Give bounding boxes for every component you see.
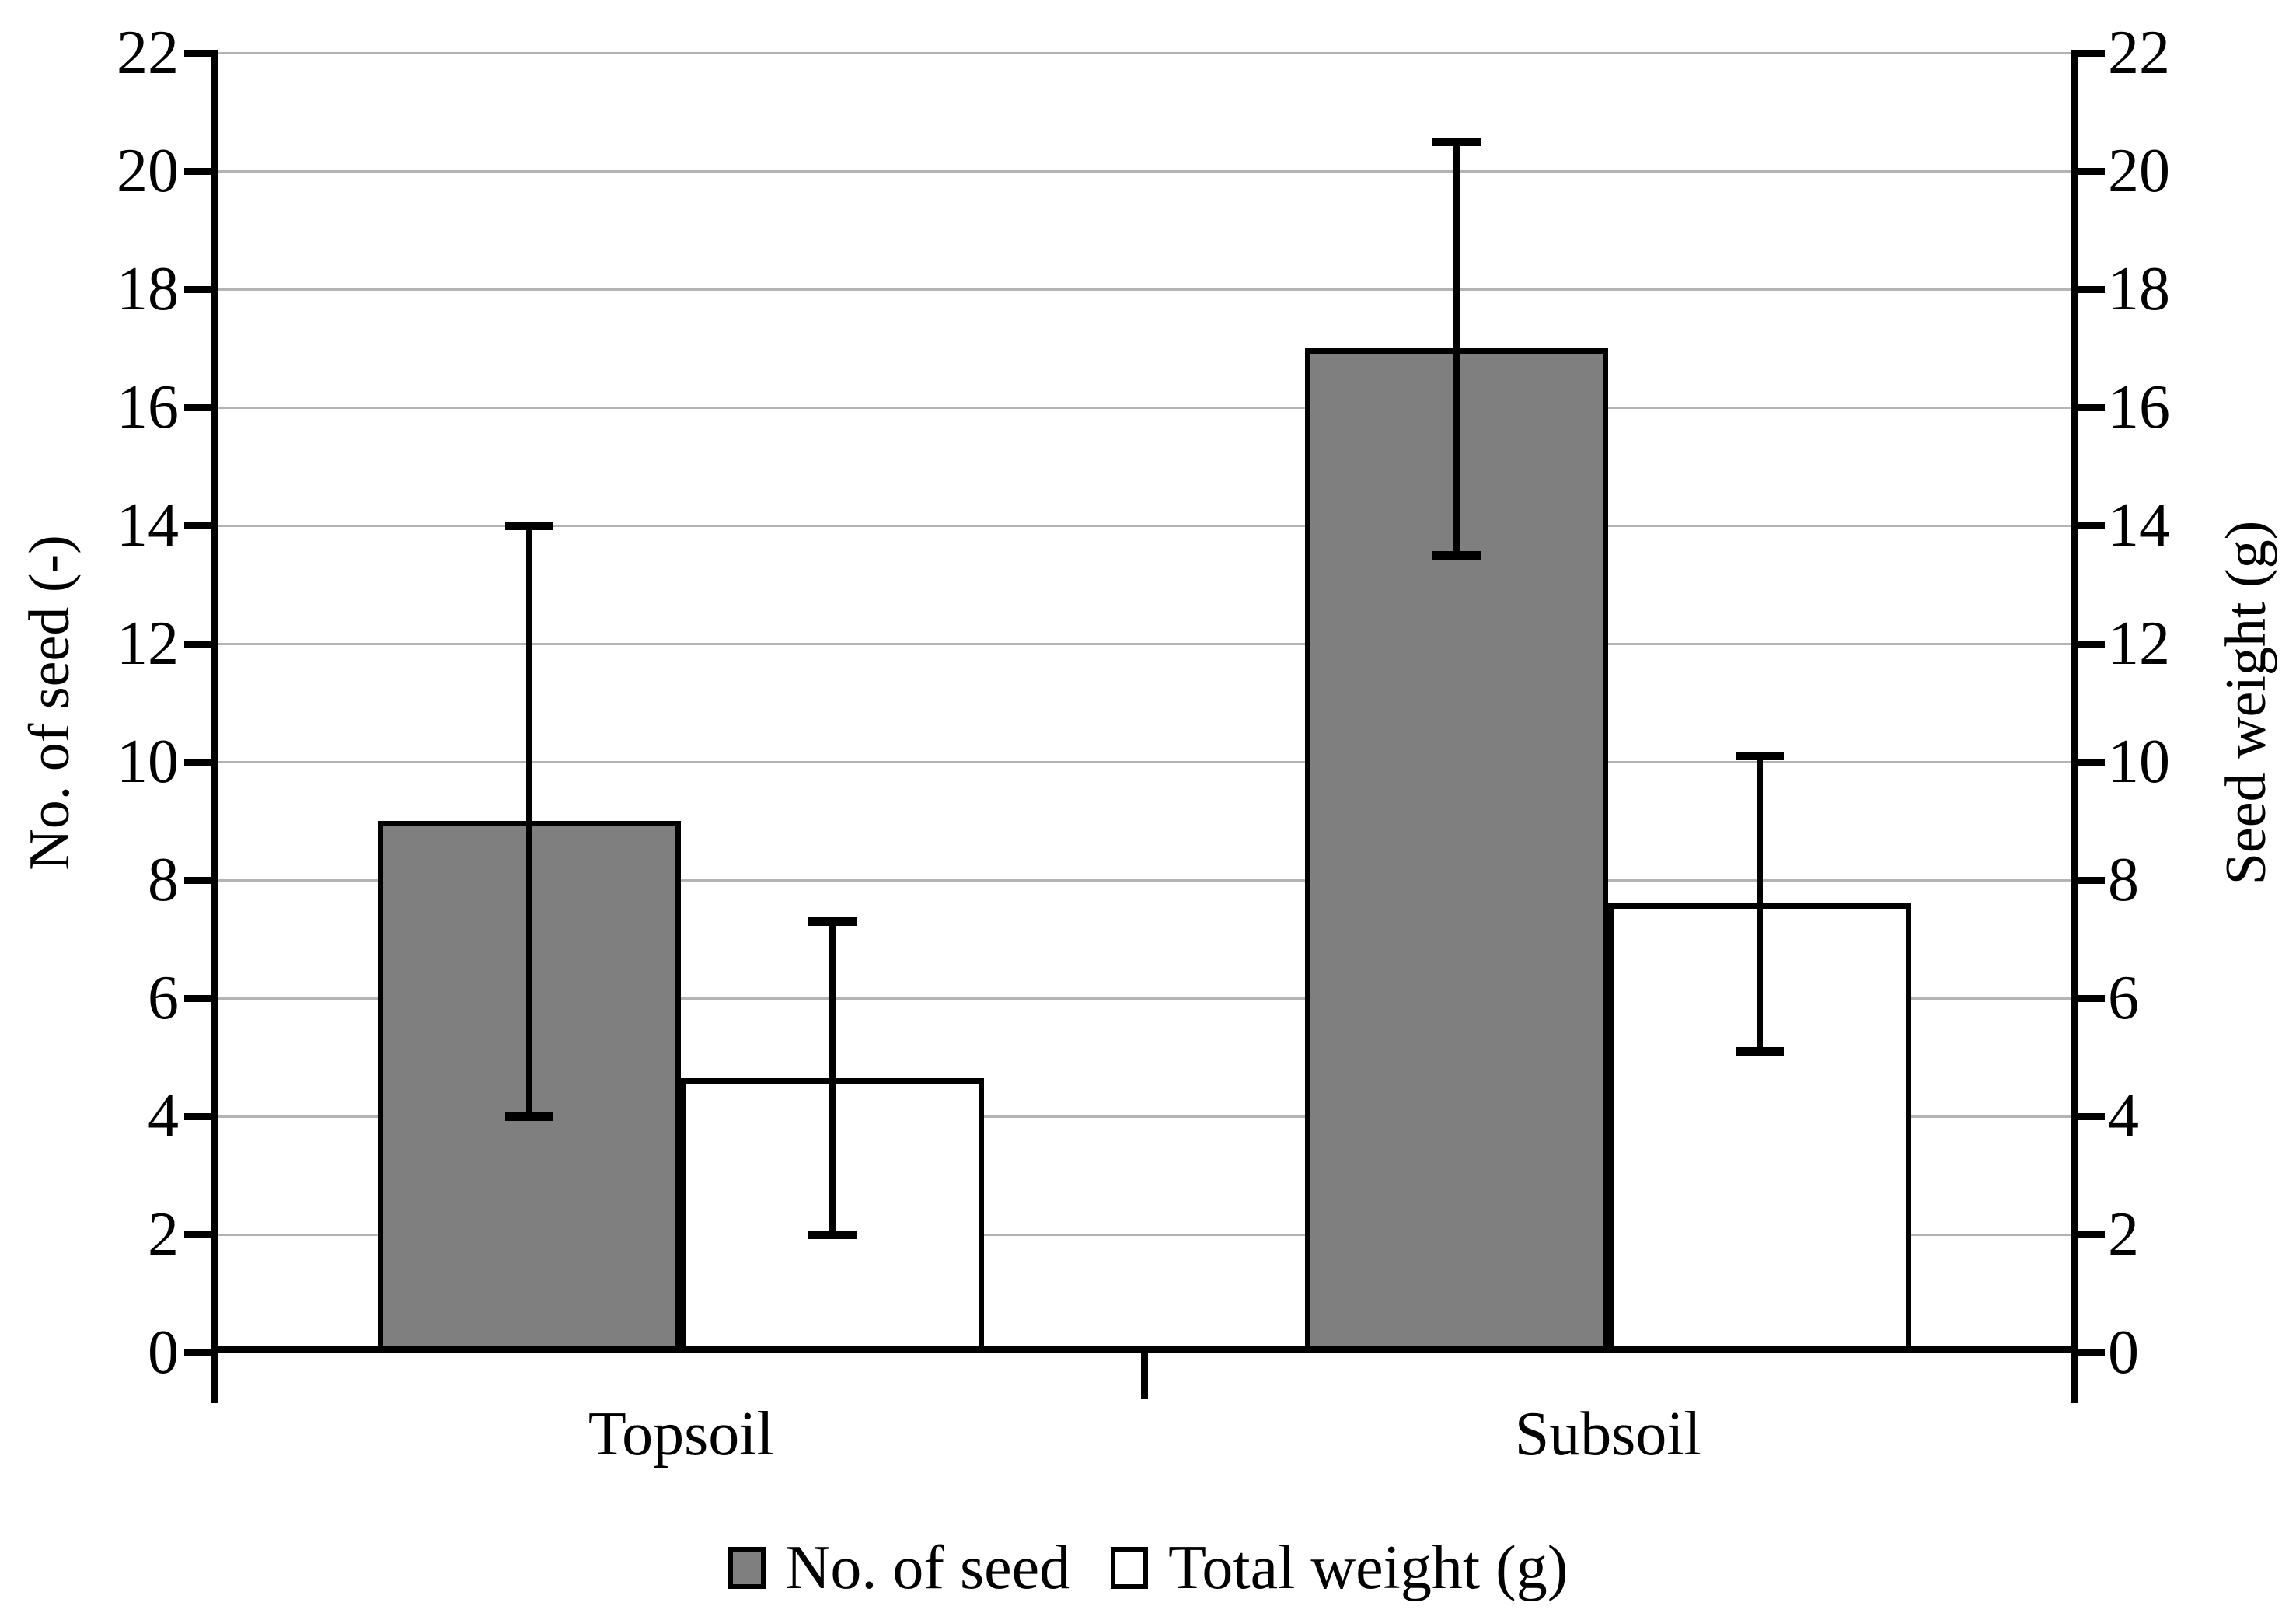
left-y-axis-title: No. of seed (-)	[18, 535, 82, 871]
left-y-tick-0	[184, 1349, 211, 1356]
left-y-tick-label-18: 18	[117, 255, 179, 323]
gridline-y-2	[218, 1233, 2071, 1236]
legend-item-no-of-seed: No. of seed	[728, 1533, 1071, 1603]
chart-legend: No. of seed Total weight (g)	[0, 1533, 2296, 1603]
right-y-tick-12	[2078, 640, 2105, 648]
error-bar-cap-top	[1432, 137, 1481, 146]
left-y-tick-label-10: 10	[117, 728, 179, 796]
right-y-tick-label-6: 6	[2108, 964, 2139, 1032]
left-y-tick-12	[184, 640, 211, 648]
gridline-y-12	[218, 642, 2071, 645]
error-bar-line	[1756, 756, 1763, 1052]
left-y-tick-8	[184, 876, 211, 884]
error-bar-cap-top	[808, 916, 857, 926]
left-y-tick-6	[184, 994, 211, 1002]
category-label-subsoil: Subsoil	[1514, 1400, 1701, 1468]
right-y-axis-line	[2071, 50, 2078, 1403]
right-y-tick-label-22: 22	[2108, 19, 2170, 87]
right-y-tick-label-18: 18	[2108, 255, 2170, 323]
right-y-tick-10	[2078, 758, 2105, 766]
right-y-tick-4	[2078, 1112, 2105, 1120]
right-y-tick-label-10: 10	[2108, 728, 2170, 796]
error-bar-line	[829, 921, 836, 1234]
error-bar-cap-top	[505, 521, 554, 530]
gridline-y-20	[218, 169, 2071, 173]
left-y-tick-22	[184, 49, 211, 57]
right-y-tick-6	[2078, 994, 2105, 1002]
plot-area	[218, 51, 2071, 1353]
right-y-tick-label-12: 12	[2108, 609, 2170, 678]
left-y-tick-label-12: 12	[117, 609, 179, 678]
right-y-tick-20	[2078, 167, 2105, 175]
legend-label-no-of-seed: No. of seed	[785, 1534, 1071, 1602]
left-y-tick-label-22: 22	[117, 19, 179, 87]
error-bar-line	[1453, 141, 1460, 555]
left-y-axis-line	[211, 50, 218, 1403]
left-y-tick-label-0: 0	[148, 1318, 179, 1387]
right-y-tick-label-16: 16	[2108, 373, 2170, 442]
right-y-tick-label-14: 14	[2108, 491, 2170, 560]
left-y-tick-label-20: 20	[117, 137, 179, 205]
left-y-tick-2	[184, 1231, 211, 1238]
left-y-tick-label-6: 6	[148, 964, 179, 1032]
right-y-tick-14	[2078, 522, 2105, 529]
gridline-y-8	[218, 878, 2071, 882]
left-y-tick-18	[184, 285, 211, 293]
error-bar-cap-top	[1735, 751, 1784, 760]
right-y-tick-8	[2078, 876, 2105, 884]
left-y-tick-label-14: 14	[117, 491, 179, 560]
gridline-y-14	[218, 524, 2071, 527]
left-y-tick-label-16: 16	[117, 373, 179, 442]
right-y-tick-label-4: 4	[2108, 1082, 2139, 1150]
left-y-tick-10	[184, 758, 211, 766]
left-y-tick-16	[184, 403, 211, 411]
right-y-tick-label-8: 8	[2108, 846, 2139, 914]
right-y-tick-16	[2078, 403, 2105, 411]
right-y-tick-label-0: 0	[2108, 1318, 2139, 1387]
left-y-tick-14	[184, 522, 211, 529]
right-y-tick-0	[2078, 1349, 2105, 1356]
error-bar-line	[526, 525, 533, 1116]
right-y-tick-label-2: 2	[2108, 1200, 2139, 1269]
gridline-y-22	[218, 51, 2071, 54]
gridline-y-4	[218, 1115, 2071, 1118]
legend-item-total-weight: Total weight (g)	[1111, 1533, 1568, 1603]
error-bar-cap-bottom	[505, 1112, 554, 1121]
right-y-tick-2	[2078, 1231, 2105, 1238]
left-y-tick-label-2: 2	[148, 1200, 179, 1269]
x-axis-center-tick	[1141, 1353, 1148, 1399]
legend-swatch-total-weight	[1111, 1547, 1149, 1589]
gridline-y-18	[218, 288, 2071, 291]
gridline-y-6	[218, 997, 2071, 1000]
left-y-tick-4	[184, 1112, 211, 1120]
legend-label-total-weight: Total weight (g)	[1168, 1534, 1568, 1602]
left-y-tick-label-8: 8	[148, 846, 179, 914]
left-y-tick-label-4: 4	[148, 1082, 179, 1150]
right-y-tick-22	[2078, 49, 2105, 57]
error-bar-cap-bottom	[1735, 1046, 1784, 1056]
x-axis-line	[218, 1346, 2071, 1353]
category-label-topsoil: Topsoil	[588, 1400, 774, 1468]
left-y-tick-20	[184, 167, 211, 175]
legend-swatch-no-of-seed	[728, 1547, 766, 1589]
right-y-tick-label-20: 20	[2108, 137, 2170, 205]
right-y-tick-18	[2078, 285, 2105, 293]
error-bar-cap-bottom	[1432, 550, 1481, 560]
gridline-y-16	[218, 406, 2071, 409]
error-bar-cap-bottom	[808, 1230, 857, 1239]
gridline-y-10	[218, 760, 2071, 763]
right-y-axis-title: Seed weight (g)	[2214, 520, 2278, 885]
